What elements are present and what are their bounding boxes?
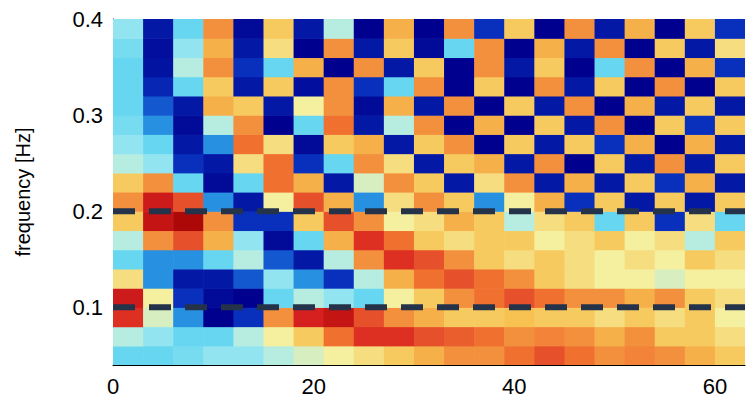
- svg-text:0.1: 0.1: [72, 295, 103, 320]
- svg-text:60: 60: [703, 374, 727, 399]
- svg-text:40: 40: [502, 374, 526, 399]
- svg-text:0.4: 0.4: [72, 7, 103, 32]
- svg-text:frequency [Hz]: frequency [Hz]: [12, 128, 34, 257]
- svg-text:20: 20: [301, 374, 325, 399]
- svg-text:0.2: 0.2: [72, 199, 103, 224]
- svg-text:0: 0: [107, 374, 119, 399]
- svg-text:0.3: 0.3: [72, 103, 103, 128]
